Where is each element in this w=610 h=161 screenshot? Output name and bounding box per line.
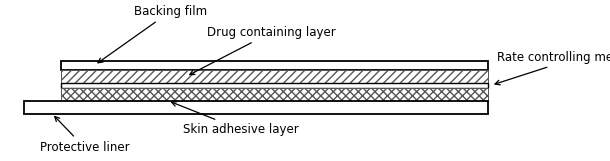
- Text: Protective liner: Protective liner: [40, 117, 129, 154]
- Text: Rate controlling membrane: Rate controlling membrane: [495, 51, 610, 85]
- Bar: [24, 101, 488, 114]
- Text: Backing film: Backing film: [98, 5, 207, 63]
- Bar: [61, 70, 488, 83]
- Bar: [61, 61, 488, 70]
- Bar: [61, 88, 488, 101]
- Text: Skin adhesive layer: Skin adhesive layer: [171, 102, 299, 136]
- Bar: [61, 83, 488, 88]
- Text: Drug containing layer: Drug containing layer: [190, 26, 336, 75]
